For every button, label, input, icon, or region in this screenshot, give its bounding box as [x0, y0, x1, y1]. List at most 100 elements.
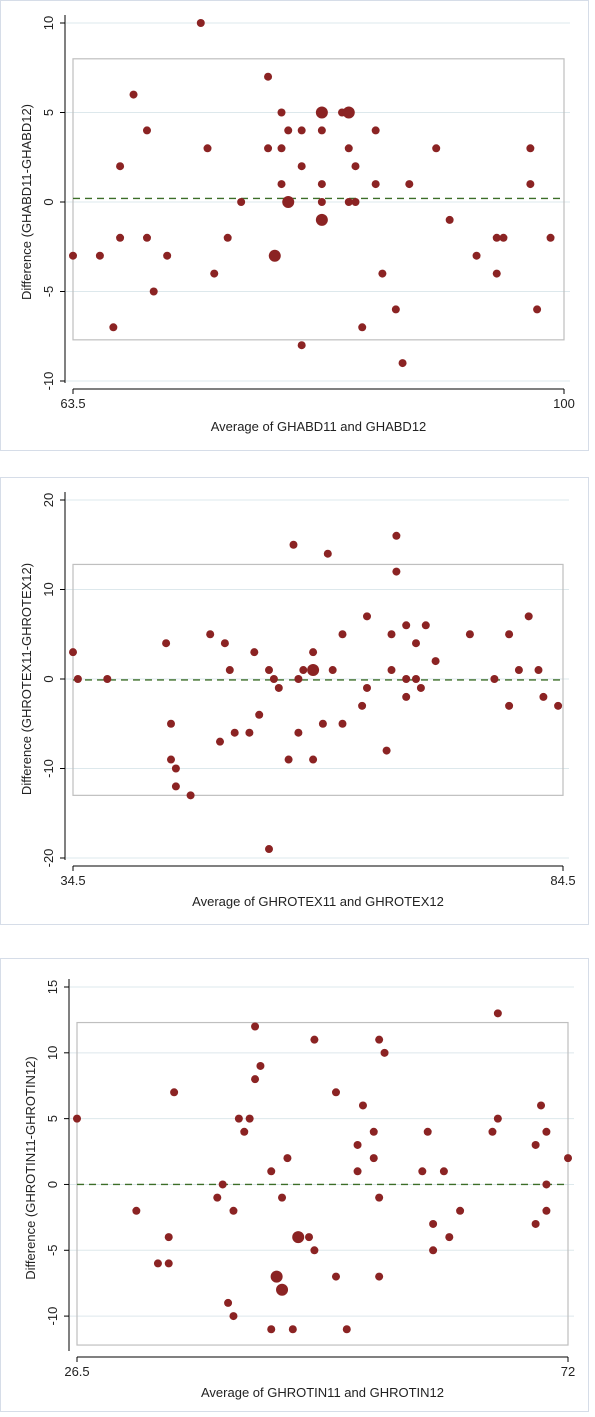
x-tick-label-1: 84.5 [550, 873, 575, 888]
data-point-11 [220, 639, 229, 648]
data-point-37 [418, 1167, 427, 1176]
data-point-7 [218, 1180, 227, 1189]
data-point-2 [109, 323, 118, 332]
data-point-54 [514, 666, 523, 675]
data-point-36 [380, 1048, 389, 1057]
data-point-20 [283, 1154, 292, 1163]
data-point-16 [264, 144, 273, 153]
data-point-30 [358, 1101, 367, 1110]
data-point-11 [203, 144, 212, 153]
data-point-12 [240, 1127, 249, 1136]
data-point-49 [537, 1101, 546, 1110]
data-point-52 [542, 1206, 551, 1215]
data-point-23 [310, 1035, 319, 1044]
data-point-24 [310, 1246, 319, 1255]
data-point-57 [539, 692, 548, 701]
data-point-50 [542, 1127, 551, 1136]
data-point-43 [432, 144, 441, 153]
data-point-45 [493, 1114, 502, 1123]
data-point-6 [142, 126, 151, 135]
data-point-34 [351, 162, 360, 171]
chart-panel-1: 10 5 0 -5 -10 63.5 100 Average of GHABD11 and G… [0, 0, 589, 451]
data-point-38 [371, 126, 380, 135]
data-point-19 [278, 1193, 287, 1202]
data-point-22 [289, 540, 298, 549]
y-tick-label-5: -10 [45, 1307, 60, 1326]
data-point-2 [153, 1259, 162, 1268]
data-point-42 [405, 180, 414, 189]
x-tick-label-1: 72 [561, 1364, 575, 1379]
data-point-48 [531, 1140, 540, 1149]
data-point-6 [213, 1193, 222, 1202]
data-point-11 [234, 1114, 243, 1123]
data-point-52 [505, 630, 514, 639]
data-point-weighted-2 [315, 213, 328, 226]
data-point-41 [392, 567, 401, 576]
x-tick-label-0: 26.5 [64, 1364, 89, 1379]
data-point-6 [171, 764, 180, 773]
data-point-35 [375, 1272, 384, 1281]
data-point-40 [392, 531, 401, 540]
data-point-47 [416, 683, 425, 692]
data-point-weighted-1 [276, 1283, 289, 1296]
data-point-46 [492, 233, 501, 242]
limits-of-agreement-box [72, 58, 565, 341]
y-axis-title: Difference (GHABD11-GHABD12) [19, 104, 34, 300]
data-point-48 [499, 233, 508, 242]
data-point-5 [167, 755, 175, 764]
data-point-38 [387, 630, 396, 639]
data-point-41 [398, 359, 407, 368]
data-point-19 [274, 683, 283, 692]
data-point-5 [170, 1088, 179, 1097]
data-point-22 [305, 1233, 314, 1242]
data-point-10 [229, 1312, 238, 1321]
data-point-weighted-0 [315, 106, 328, 119]
data-point-weighted-1 [342, 106, 355, 119]
data-point-12 [210, 269, 219, 278]
y-tick-label-1: 10 [45, 1046, 60, 1060]
data-point-33 [375, 1035, 384, 1044]
data-point-9 [163, 251, 172, 260]
data-point-21 [297, 126, 306, 135]
data-point-16 [256, 1061, 265, 1070]
data-point-58 [554, 701, 563, 710]
y-tick-label-3: -5 [41, 286, 56, 298]
data-point-53 [505, 701, 514, 710]
data-point-7 [171, 782, 180, 791]
chart-panel-2: 20 10 0 -10 -20 34.5 84.5 Average of GHROTEX11 … [0, 477, 589, 925]
data-point-47 [531, 1219, 540, 1228]
data-point-35 [363, 612, 371, 621]
data-point-17 [277, 108, 286, 117]
data-point-55 [524, 612, 533, 621]
data-point-38 [423, 1127, 432, 1136]
data-point-4 [116, 233, 125, 242]
y-tick-label-2: 0 [41, 675, 56, 682]
data-point-13 [230, 728, 239, 737]
data-point-47 [492, 269, 501, 278]
data-point-45 [412, 639, 420, 648]
data-point-53 [564, 1154, 572, 1163]
data-point-23 [294, 675, 303, 683]
data-point-50 [526, 180, 535, 189]
data-point-29 [318, 719, 327, 728]
data-point-36 [363, 683, 371, 692]
data-point-19 [277, 180, 286, 189]
data-point-weighted-3 [268, 249, 281, 262]
data-point-29 [353, 1167, 362, 1176]
data-point-15 [264, 72, 273, 81]
data-point-5 [129, 90, 138, 99]
data-point-56 [534, 666, 543, 675]
data-point-43 [402, 675, 411, 683]
y-tick-label-2: 5 [45, 1115, 60, 1122]
data-point-25 [331, 1088, 340, 1097]
data-point-14 [251, 1075, 260, 1084]
data-point-52 [546, 233, 555, 242]
data-point-14 [245, 728, 254, 737]
data-point-48 [421, 621, 430, 630]
data-point-30 [323, 549, 332, 558]
data-point-21 [288, 1325, 297, 1334]
data-point-32 [369, 1154, 378, 1163]
data-point-44 [445, 215, 454, 224]
bland-altman-chart-2: 20 10 0 -10 -20 34.5 84.5 Average of GHROTEX11 … [19, 492, 576, 909]
data-point-31 [369, 1127, 378, 1136]
